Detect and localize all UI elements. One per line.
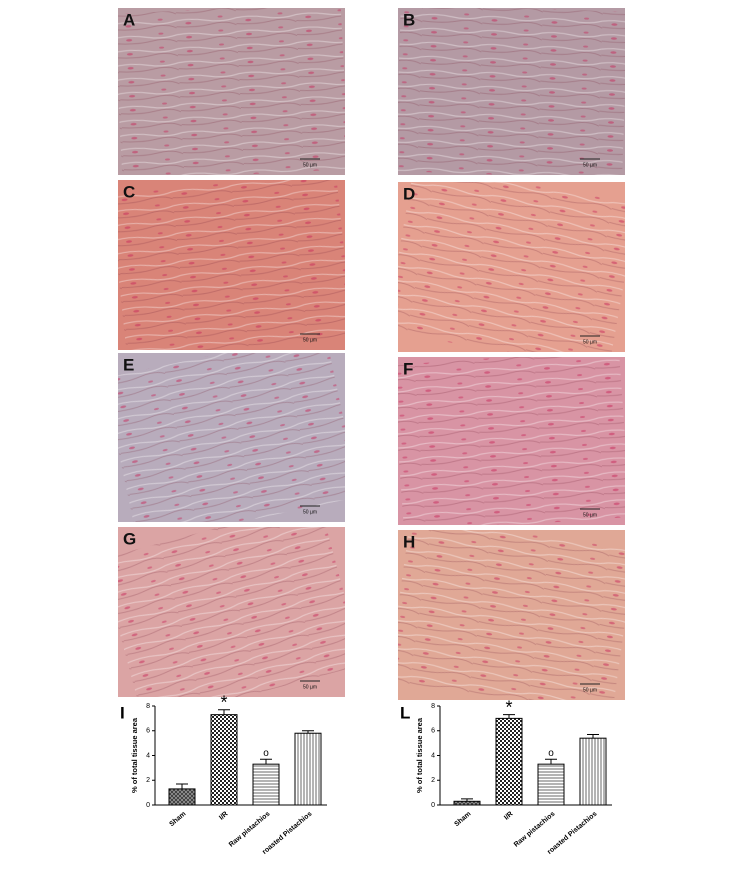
y-tick-label: 4 bbox=[431, 752, 435, 759]
error-bar bbox=[461, 798, 473, 802]
tissue-texture bbox=[398, 182, 625, 352]
texture-group bbox=[398, 182, 625, 352]
bar bbox=[294, 732, 322, 806]
x-tick-label: Sham bbox=[453, 811, 472, 829]
significance-mark: * bbox=[220, 692, 227, 712]
texture-group bbox=[118, 180, 345, 350]
y-tick-label: 0 bbox=[146, 802, 150, 809]
x-tick-label: Raw pistachios bbox=[513, 811, 557, 849]
error-bar bbox=[545, 758, 557, 765]
tissue-texture bbox=[398, 357, 625, 525]
error-bar bbox=[218, 709, 230, 715]
scale-label: 50 µm bbox=[583, 687, 597, 693]
significance-mark: o bbox=[548, 748, 554, 759]
y-axis-label: % of total tissue area bbox=[130, 717, 139, 793]
bar bbox=[495, 717, 523, 806]
scale-label: 50 µm bbox=[583, 162, 597, 168]
significance-mark: o bbox=[263, 748, 269, 759]
panel-label: D bbox=[403, 184, 415, 203]
y-tick-label: 6 bbox=[431, 728, 435, 735]
panel-label: H bbox=[403, 532, 415, 551]
panel-label: G bbox=[123, 529, 136, 548]
bar bbox=[168, 788, 196, 806]
y-tick-label: 8 bbox=[431, 703, 435, 710]
scale-label: 50 µm bbox=[303, 337, 317, 343]
panel-label: A bbox=[123, 10, 135, 29]
error-bar bbox=[176, 783, 188, 789]
panel-label: B bbox=[403, 10, 415, 29]
x-tick-label: Raw pistachios bbox=[228, 811, 272, 849]
panel-label: E bbox=[123, 355, 134, 374]
texture-group bbox=[118, 353, 345, 522]
panel-label: L bbox=[400, 703, 410, 722]
error-bar bbox=[503, 714, 515, 719]
y-tick-label: 6 bbox=[146, 728, 150, 735]
tissue-texture bbox=[398, 8, 625, 175]
texture-group bbox=[398, 8, 625, 175]
panel-label: I bbox=[120, 703, 125, 722]
bar bbox=[579, 737, 607, 806]
panel-label: C bbox=[123, 182, 135, 201]
tissue-texture bbox=[118, 527, 345, 697]
texture-group bbox=[398, 357, 625, 525]
tissue-texture bbox=[118, 353, 345, 522]
scale-label: 50 µm bbox=[303, 509, 317, 515]
error-bar bbox=[302, 730, 314, 734]
y-tick-label: 8 bbox=[146, 703, 150, 710]
bar bbox=[537, 763, 565, 806]
texture-group bbox=[118, 527, 345, 697]
scale-label: 50 µm bbox=[583, 339, 597, 345]
scale-label: 50 µm bbox=[303, 162, 317, 168]
bar bbox=[252, 763, 280, 806]
y-tick-label: 2 bbox=[431, 777, 435, 784]
scale-label: 50 µm bbox=[303, 684, 317, 690]
tissue-texture bbox=[398, 530, 625, 700]
y-tick-label: 0 bbox=[431, 802, 435, 809]
y-tick-label: 2 bbox=[146, 777, 150, 784]
texture-group bbox=[118, 8, 345, 175]
tissue-texture bbox=[118, 180, 345, 350]
error-bar bbox=[260, 758, 272, 765]
y-tick-label: 4 bbox=[146, 752, 150, 759]
y-axis-label: % of total tissue area bbox=[415, 717, 424, 793]
x-tick-label: I/R bbox=[503, 811, 514, 822]
x-tick-label: Sham bbox=[168, 811, 187, 829]
scale-label: 50 µm bbox=[583, 512, 597, 518]
texture-group bbox=[398, 530, 625, 700]
bar bbox=[210, 714, 238, 806]
significance-mark: * bbox=[505, 697, 512, 717]
error-bar bbox=[587, 733, 599, 739]
panel-label: F bbox=[403, 359, 413, 378]
bar bbox=[453, 800, 481, 806]
tissue-texture bbox=[118, 8, 345, 175]
x-tick-label: I/R bbox=[218, 811, 229, 822]
